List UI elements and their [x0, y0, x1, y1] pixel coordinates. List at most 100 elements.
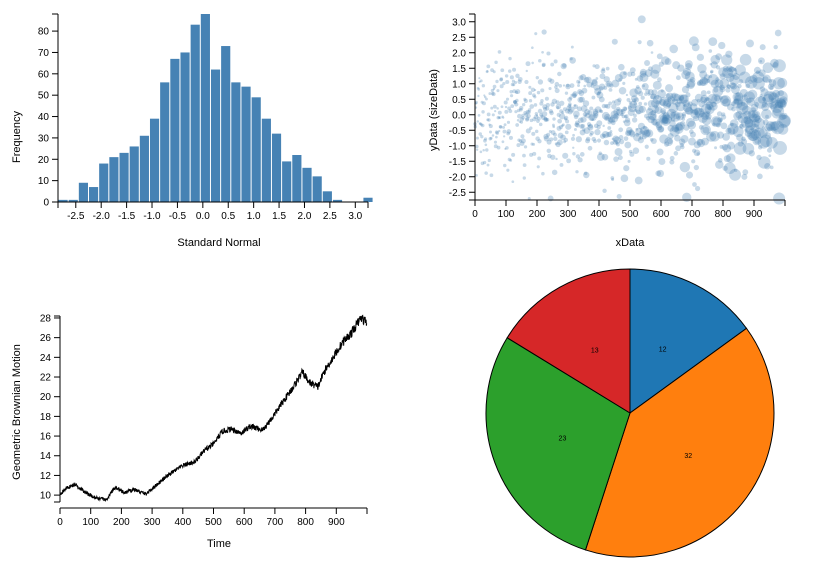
histogram-bar [200, 14, 210, 202]
scatter-point [772, 59, 786, 73]
scatter-point [502, 125, 506, 129]
scatter-point [502, 116, 505, 119]
scatter-point [633, 102, 637, 106]
scatter-point [748, 131, 758, 141]
scatter-point [517, 138, 521, 142]
scatter-point [598, 86, 604, 91]
scatter-point [585, 76, 592, 84]
scatter-point [583, 77, 590, 83]
histogram-bar [322, 191, 332, 202]
scatter-point [498, 116, 502, 120]
scatter-point [504, 105, 508, 109]
scatter-point [526, 113, 531, 119]
scatter-point [750, 107, 757, 113]
scatter-point [698, 78, 707, 87]
scatter-point [657, 77, 662, 83]
scatter-point [730, 82, 738, 90]
scatter-point [694, 111, 699, 116]
scatter-point [551, 98, 557, 104]
scatter-point [761, 96, 766, 102]
scatter-point [587, 124, 590, 127]
scatter-point [659, 134, 669, 144]
scatter-point [577, 89, 583, 95]
scatter-point [685, 62, 693, 70]
scatter-point [528, 85, 532, 89]
scatter-point [777, 123, 789, 135]
scatter-point [507, 106, 512, 111]
scatter-point [721, 112, 726, 117]
scatter-point [632, 98, 637, 103]
scatter-point [615, 142, 620, 147]
scatter-point [546, 148, 552, 154]
x-tick-label: 2.0 [298, 211, 312, 222]
scatter-point [734, 98, 739, 104]
scatter-point [691, 159, 696, 164]
scatter-point [634, 108, 638, 112]
scatter-point [605, 116, 609, 120]
scatter-point [766, 136, 778, 149]
scatter-point [581, 87, 588, 94]
scatter-point [626, 126, 633, 134]
scatter-point [748, 110, 761, 123]
scatter-point [513, 100, 518, 105]
y-tick-label: 20 [38, 155, 50, 166]
scatter-point [705, 96, 710, 102]
scatter-point [763, 91, 775, 103]
scatter-point [622, 120, 626, 123]
scatter-point [681, 112, 687, 117]
scatter-point [601, 67, 606, 72]
scatter-point [589, 106, 594, 111]
scatter-point [529, 104, 535, 109]
scatter-point [621, 114, 626, 119]
histogram-bar [221, 46, 231, 202]
scatter-point [690, 109, 695, 114]
scatter-point [595, 77, 599, 80]
histogram-chart: -2.5 -2.0 -1.5 -1.0 -0.5 0.0 0.5 1.0 1.5 2.0 2.5 3.… [11, 13, 373, 249]
line-y-axis: 10 12 14 16 18 20 22 24 26 28 [40, 313, 61, 503]
scatter-point [637, 15, 646, 24]
scatter-point [726, 84, 732, 89]
scatter-point [775, 101, 780, 106]
scatter-point [711, 93, 722, 105]
scatter-point [628, 100, 632, 105]
scatter-point [525, 61, 531, 67]
scatter-point [661, 116, 669, 124]
scatter-point [601, 130, 610, 139]
scatter-point [544, 117, 549, 122]
scatter-point [678, 94, 688, 104]
scatter-point [512, 67, 517, 72]
scatter-point [504, 147, 507, 151]
scatter-point [499, 84, 504, 89]
scatter-point [557, 71, 562, 77]
scatter-point [706, 79, 711, 84]
scatter-point [743, 116, 752, 125]
scatter-point [734, 64, 746, 76]
scatter-point [658, 61, 664, 67]
scatter-point [733, 98, 740, 105]
scatter-point [534, 111, 539, 116]
scatter-point [757, 173, 763, 180]
scatter-point [642, 129, 651, 138]
scatter-point [495, 135, 498, 139]
scatter-point [514, 110, 518, 114]
scatter-point [765, 121, 776, 131]
pie-chart: 12 32 23 13 [485, 268, 775, 558]
scatter-point [497, 110, 502, 115]
scatter-point [627, 103, 637, 113]
scatter-point [733, 95, 744, 106]
x-tick-label: 600 [236, 517, 253, 528]
scatter-point [522, 176, 526, 180]
scatter-point [675, 122, 683, 131]
scatter-point [591, 79, 598, 86]
histogram-bar [231, 82, 241, 202]
scatter-point [750, 103, 759, 112]
pie-slice-label: 12 [659, 346, 667, 353]
scatter-point [560, 134, 566, 141]
pie-labels: 12 32 23 13 [559, 346, 693, 459]
scatter-point [577, 81, 581, 84]
scatter-point [752, 114, 761, 122]
histogram-bars [58, 14, 373, 203]
scatter-point [739, 124, 744, 128]
scatter-point [739, 53, 752, 66]
y-tick-label: 18 [40, 412, 52, 423]
